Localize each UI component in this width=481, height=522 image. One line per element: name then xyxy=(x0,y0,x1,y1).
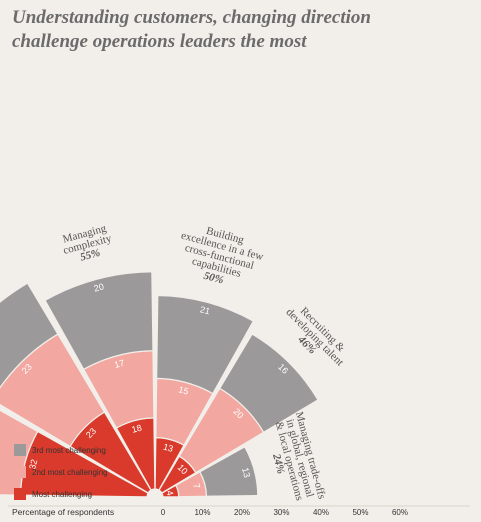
bar-value-label-cat3-series1: 15 xyxy=(177,384,189,396)
bar-value-label-cat3-series2: 21 xyxy=(199,304,211,316)
category-total-3: 50% xyxy=(202,270,225,287)
legend-label-1: 2nd most challenging xyxy=(32,468,108,477)
x-tick-label-6: 60% xyxy=(392,508,408,517)
category-total-2: 55% xyxy=(79,247,102,264)
legend-swatch-0 xyxy=(14,488,26,500)
legend-swatch-1 xyxy=(14,466,26,478)
chart-title-line-1: Understanding customers, changing direct… xyxy=(12,7,371,28)
bar-value-label-cat1-series1: 23 xyxy=(20,362,34,376)
bar-value-label-cat4-series0: 10 xyxy=(176,462,190,476)
legend-swatch-2 xyxy=(14,444,26,456)
bar-segment-cat2-series2 xyxy=(44,271,154,371)
bar-value-label-cat3-series0: 13 xyxy=(162,442,174,454)
bar-value-label-cat5-series1: 7 xyxy=(191,482,202,489)
bar-value-label-cat4-series2: 16 xyxy=(276,362,290,376)
x-axis-title: Percentage of respondents xyxy=(12,507,114,517)
bars-group: 3217142323151817201315211020164713 xyxy=(0,271,319,498)
chart-title-line-2: challenge operations leaders the most xyxy=(12,31,307,52)
bar-value-label-cat2-series0: 18 xyxy=(131,423,143,435)
bar-value-label-cat5-series0: 4 xyxy=(164,489,175,496)
bar-segment-cat4-series2 xyxy=(218,333,319,434)
bar-value-label-cat4-series1: 20 xyxy=(231,406,245,420)
x-tick-label-2: 20% xyxy=(234,508,250,517)
bar-segment-cat5-series2 xyxy=(199,446,259,497)
bar-value-label-cat0-series0: 32 xyxy=(27,458,39,470)
x-tick-label-0: 0 xyxy=(161,508,166,517)
legend-label-0: Most challenging xyxy=(32,490,92,499)
bar-value-label-cat2-series1: 17 xyxy=(113,358,125,370)
bar-segment-cat3-series2 xyxy=(156,294,255,395)
x-tick-label-3: 30% xyxy=(273,508,289,517)
category-total-5: 24% xyxy=(270,452,287,476)
x-tick-label-4: 40% xyxy=(313,508,329,517)
chart-title: Understanding customers, changing direct… xyxy=(12,6,472,54)
bar-value-label-cat2-series2: 20 xyxy=(93,281,105,293)
legend-label-2: 3rd most challenging xyxy=(32,446,106,455)
bar-value-label-cat5-series2: 13 xyxy=(240,466,252,478)
bar-segment-cat1-series2 xyxy=(0,282,59,389)
x-tick-label-5: 50% xyxy=(352,508,368,517)
x-tick-label-1: 10% xyxy=(194,508,210,517)
